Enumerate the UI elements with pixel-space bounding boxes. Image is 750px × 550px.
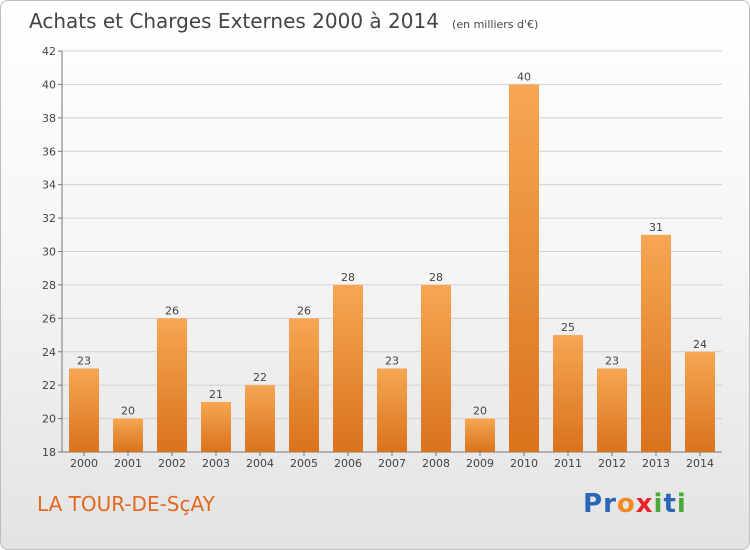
data-label: 26: [165, 304, 179, 317]
chart-title: Achats et Charges Externes 2000 à 2014: [29, 9, 439, 33]
data-label: 21: [209, 388, 223, 401]
y-tick-label: 36: [42, 145, 56, 158]
x-tick-label: 2004: [246, 457, 274, 470]
bar: [641, 234, 671, 452]
x-tick-label: 2005: [290, 457, 318, 470]
x-tick-label: 2001: [114, 457, 142, 470]
x-tick-label: 2011: [554, 457, 582, 470]
data-label: 23: [605, 354, 619, 367]
x-tick-label: 2002: [158, 457, 186, 470]
data-label: 20: [473, 405, 487, 418]
bar: [201, 401, 231, 452]
y-tick-label: 28: [42, 279, 56, 292]
x-tick-label: 2007: [378, 457, 406, 470]
bar: [509, 84, 539, 453]
chart-subtitle: (en milliers d'€): [452, 18, 539, 31]
data-label: 23: [77, 354, 91, 367]
commune-name: LA TOUR-DE-SçAY: [37, 492, 215, 516]
data-label: 31: [649, 221, 663, 234]
y-tick-label: 22: [42, 379, 56, 392]
x-tick-label: 2000: [70, 457, 98, 470]
bar: [289, 318, 319, 452]
bar: [465, 418, 495, 452]
data-label: 26: [297, 304, 311, 317]
bar: [245, 385, 275, 452]
bar: [685, 351, 715, 452]
data-label: 24: [693, 338, 707, 351]
y-tick-label: 26: [42, 312, 56, 325]
data-label: 22: [253, 371, 267, 384]
data-label: 25: [561, 321, 575, 334]
y-tick-label: 30: [42, 246, 56, 259]
x-tick-label: 2003: [202, 457, 230, 470]
data-label: 23: [385, 354, 399, 367]
x-tick-label: 2008: [422, 457, 450, 470]
data-label: 40: [517, 70, 531, 83]
x-tick-label: 2012: [598, 457, 626, 470]
x-tick-label: 2013: [642, 457, 670, 470]
bar: [157, 318, 187, 452]
bar: [553, 335, 583, 452]
y-tick-label: 38: [42, 112, 56, 125]
y-tick-label: 42: [42, 45, 56, 58]
x-tick-label: 2010: [510, 457, 538, 470]
y-tick-label: 32: [42, 212, 56, 225]
x-tick-label: 2014: [686, 457, 714, 470]
chart-title-block: Achats et Charges Externes 2000 à 2014 (…: [29, 9, 538, 33]
bar: [69, 368, 99, 452]
data-label: 28: [341, 271, 355, 284]
proxiti-logo: Proxiti: [583, 489, 687, 519]
bar: [333, 284, 363, 452]
bar: [597, 368, 627, 452]
data-label: 20: [121, 405, 135, 418]
x-tick-label: 2006: [334, 457, 362, 470]
bar: [421, 284, 451, 452]
y-tick-label: 40: [42, 78, 56, 91]
y-tick-label: 24: [42, 346, 56, 359]
y-tick-label: 18: [42, 446, 56, 459]
y-tick-label: 34: [42, 179, 56, 192]
bar: [377, 368, 407, 452]
y-tick-label: 20: [42, 413, 56, 426]
x-tick-label: 2009: [466, 457, 494, 470]
data-label: 28: [429, 271, 443, 284]
bar: [113, 418, 143, 452]
